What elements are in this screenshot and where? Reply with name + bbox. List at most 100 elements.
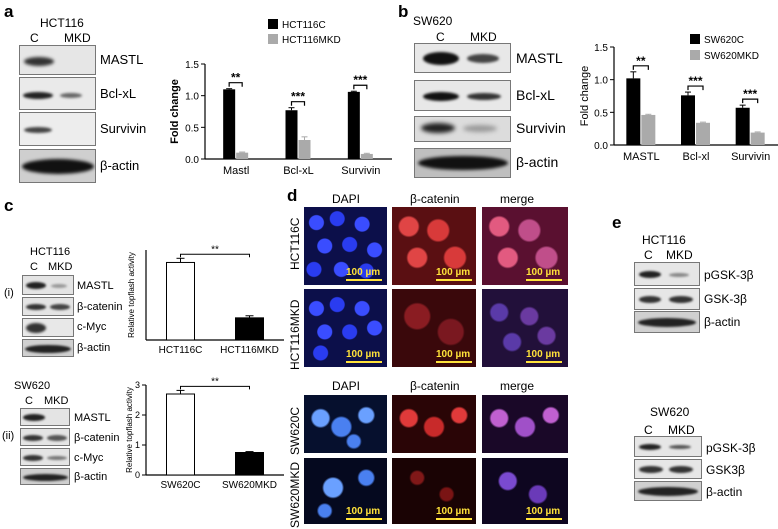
y-tick-label: 2 — [135, 410, 140, 420]
legend-swatch — [268, 34, 278, 44]
micrograph-merge — [482, 395, 568, 453]
x-tick-label: Bcl-xL — [283, 165, 314, 177]
column-header: β-catenin — [410, 379, 460, 393]
blot-strip — [19, 45, 96, 75]
lane-label-mkd: MKD — [64, 31, 91, 45]
significance-label: ** — [231, 71, 241, 85]
bar — [235, 452, 264, 476]
y-tick-label: 1.0 — [185, 92, 199, 103]
blot-label: Bcl-xL — [516, 87, 555, 103]
column-header: DAPI — [332, 379, 361, 393]
panel-letter-b: b — [398, 2, 409, 21]
bar — [641, 114, 656, 145]
bar — [735, 107, 750, 145]
x-tick-label: Survivin — [341, 165, 380, 177]
roman-label: (ii) — [2, 430, 15, 442]
micrograph-beta-catenin: 100 µm — [392, 458, 476, 524]
y-tick-label: 0.5 — [594, 108, 608, 119]
blot-label: β-actin — [706, 485, 743, 499]
blot-label: GSK-3β — [704, 292, 747, 306]
blot-label: MASTL — [77, 280, 114, 292]
bar — [166, 393, 195, 476]
bar — [223, 89, 236, 159]
blot-strip — [19, 149, 96, 183]
lane-label-c: C — [436, 30, 445, 44]
lane-label-c: C — [644, 248, 653, 262]
blot-strip — [19, 112, 96, 146]
bar — [235, 317, 264, 341]
blot-label: c-Myc — [77, 321, 107, 333]
y-tick-label: 0 — [135, 470, 140, 480]
legend-swatch — [268, 19, 278, 29]
x-tick-label: MASTL — [623, 151, 660, 163]
column-header: β-catenin — [410, 192, 460, 206]
legend-label: SW620MKD — [704, 51, 759, 62]
blot-strip — [22, 339, 74, 357]
cell-line-label: HCT116 — [642, 233, 686, 247]
cell-line-label: SW620 — [413, 14, 453, 28]
x-tick-label: HCT116MKD — [220, 345, 279, 356]
lane-label-mkd: MKD — [44, 395, 69, 407]
lane-label-mkd: MKD — [48, 261, 73, 273]
row-label: SW620MKD — [288, 461, 302, 528]
roman-label: (i) — [4, 287, 14, 299]
bar — [347, 91, 360, 159]
y-tick-label: 0.0 — [185, 155, 199, 166]
lane-label-mkd: MKD — [470, 30, 497, 44]
blot-strip — [414, 80, 511, 111]
significance-label: ** — [211, 244, 219, 255]
bar — [166, 261, 195, 341]
cell-line-label: SW620 — [650, 405, 690, 419]
significance-bracket — [353, 84, 368, 90]
chart-a-fold-change: 0.0 0.5 1.0 1.5 Fold change Mastl ** Bcl-xL *** S… — [169, 19, 392, 177]
panel-letter-c: c — [4, 196, 14, 215]
significance-label: *** — [291, 90, 305, 104]
cell-line-label: HCT116 — [40, 16, 84, 30]
legend-swatch — [690, 34, 700, 44]
bar — [681, 95, 695, 145]
significance-bracket — [180, 253, 250, 258]
bar — [298, 140, 311, 159]
blot-label: c-Myc — [74, 452, 104, 464]
blot-label: β-actin — [704, 315, 741, 329]
y-tick-label: 0.5 — [185, 123, 199, 134]
blot-strip — [414, 43, 511, 73]
bar — [236, 152, 249, 159]
micrograph-beta-catenin: 100 µm — [392, 289, 476, 367]
blot-label: β-actin — [74, 471, 108, 483]
bar — [626, 78, 641, 145]
blot-strip — [20, 468, 70, 485]
y-axis-label: Fold change — [169, 79, 181, 144]
column-header: merge — [500, 192, 535, 206]
blot-label: MASTL — [74, 412, 111, 424]
significance-bracket — [742, 98, 759, 104]
panel-letter-a: a — [4, 2, 14, 21]
x-tick-label: Bcl-xl — [683, 151, 710, 163]
chart-c-i-topflash: Relative topflash activity HCT116C HCT116M… — [127, 244, 284, 356]
y-axis-label: Relative topflash activity — [127, 252, 136, 338]
micrograph-dapi: 100 µm — [304, 289, 387, 367]
cell-line-label: HCT116 — [30, 246, 71, 258]
column-header: DAPI — [332, 192, 361, 206]
blot-label: β-actin — [516, 154, 559, 170]
blot-label: β-catenin — [74, 432, 120, 444]
blot-label: pGSK-3β — [706, 441, 756, 455]
bar — [360, 153, 373, 159]
blot-strip — [634, 459, 702, 479]
micrograph-beta-catenin: 100 µm — [392, 207, 476, 285]
blot-label: Survivin — [100, 121, 147, 136]
blot-strip — [19, 77, 96, 110]
x-tick-label: Survivin — [731, 151, 770, 163]
blot-strip — [634, 481, 702, 501]
blot-strip — [634, 262, 700, 286]
lane-label-c: C — [25, 395, 33, 407]
blot-label: β-actin — [100, 158, 140, 173]
blot-strip — [414, 148, 511, 178]
bar — [285, 110, 298, 159]
y-tick-label: 1.5 — [185, 60, 199, 71]
column-header: merge — [500, 379, 535, 393]
blot-label: β-actin — [77, 342, 111, 354]
y-tick-label: 3 — [135, 380, 140, 390]
micrograph-merge: 100 µm — [482, 207, 568, 285]
